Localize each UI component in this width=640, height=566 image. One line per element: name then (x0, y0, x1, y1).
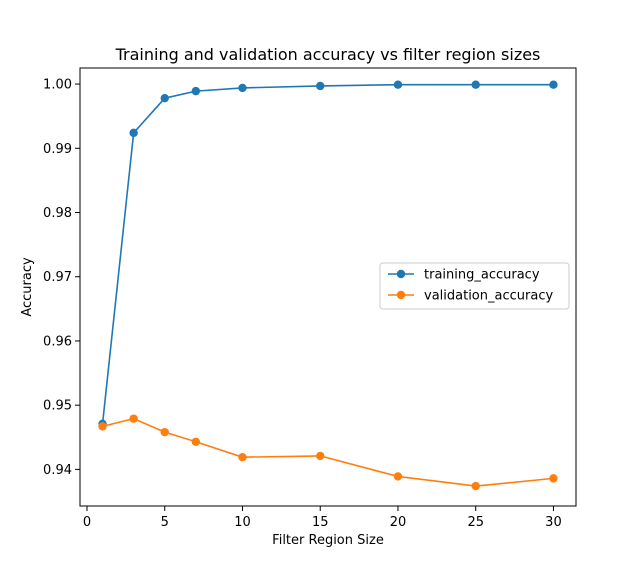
x-tick-label: 30 (545, 515, 562, 530)
y-tick-label: 0.96 (43, 334, 72, 349)
x-tick-label: 10 (234, 515, 251, 530)
x-tick-label: 15 (312, 515, 329, 530)
x-tick-label: 0 (83, 515, 91, 530)
data-point-training_accuracy (471, 80, 480, 89)
data-point-validation_accuracy (160, 427, 169, 437)
data-point-training_accuracy (238, 83, 247, 93)
y-tick-label: 0.98 (43, 206, 72, 221)
x-tick-label: 25 (467, 515, 484, 530)
legend-label: validation_accuracy (424, 289, 553, 304)
legend-frame (379, 262, 570, 310)
data-point-validation_accuracy (393, 472, 403, 481)
chart-title: Training and validation accuracy vs filt… (115, 45, 541, 64)
data-point-validation_accuracy (98, 422, 107, 431)
data-point-validation_accuracy (471, 481, 480, 491)
plot-frame (79, 67, 577, 507)
legend-entries: training_accuracy validation_accuracy (388, 268, 553, 304)
data-point-training_accuracy (129, 128, 138, 138)
y-tick-label: 0.95 (43, 399, 72, 414)
data-point-validation_accuracy (191, 437, 201, 446)
y-tick-label: 0.94 (43, 463, 72, 478)
data-point-validation_accuracy (238, 452, 247, 462)
data-point-validation_accuracy (129, 414, 138, 423)
data-point-validation_accuracy (549, 474, 558, 483)
legend-label: training_accuracy (424, 268, 540, 283)
series-layer (98, 80, 558, 491)
data-point-training_accuracy (160, 93, 169, 103)
data-point-training_accuracy (393, 80, 403, 89)
y-axis: 0.94 0.95 0.96 0.97 0.98 0.99 1.00 (43, 78, 80, 478)
y-axis-label: Accuracy (20, 257, 35, 317)
x-axis-label: Filter Region Size (272, 533, 384, 548)
legend-swatch-marker (396, 269, 406, 279)
data-point-validation_accuracy (316, 451, 325, 461)
y-tick-label: 0.99 (43, 142, 72, 157)
legend: training_accuracy validation_accuracy (379, 262, 570, 310)
data-point-training_accuracy (191, 86, 201, 96)
legend-swatch-marker (396, 290, 406, 300)
y-tick-label: 1.00 (43, 78, 72, 93)
x-tick-label: 5 (161, 515, 169, 530)
data-point-training_accuracy (549, 80, 558, 89)
y-tick-label: 0.97 (43, 270, 72, 285)
data-point-training_accuracy (316, 81, 325, 91)
x-tick-label: 20 (390, 515, 407, 530)
x-axis: 0 5 10 15 20 25 30 (83, 506, 562, 530)
